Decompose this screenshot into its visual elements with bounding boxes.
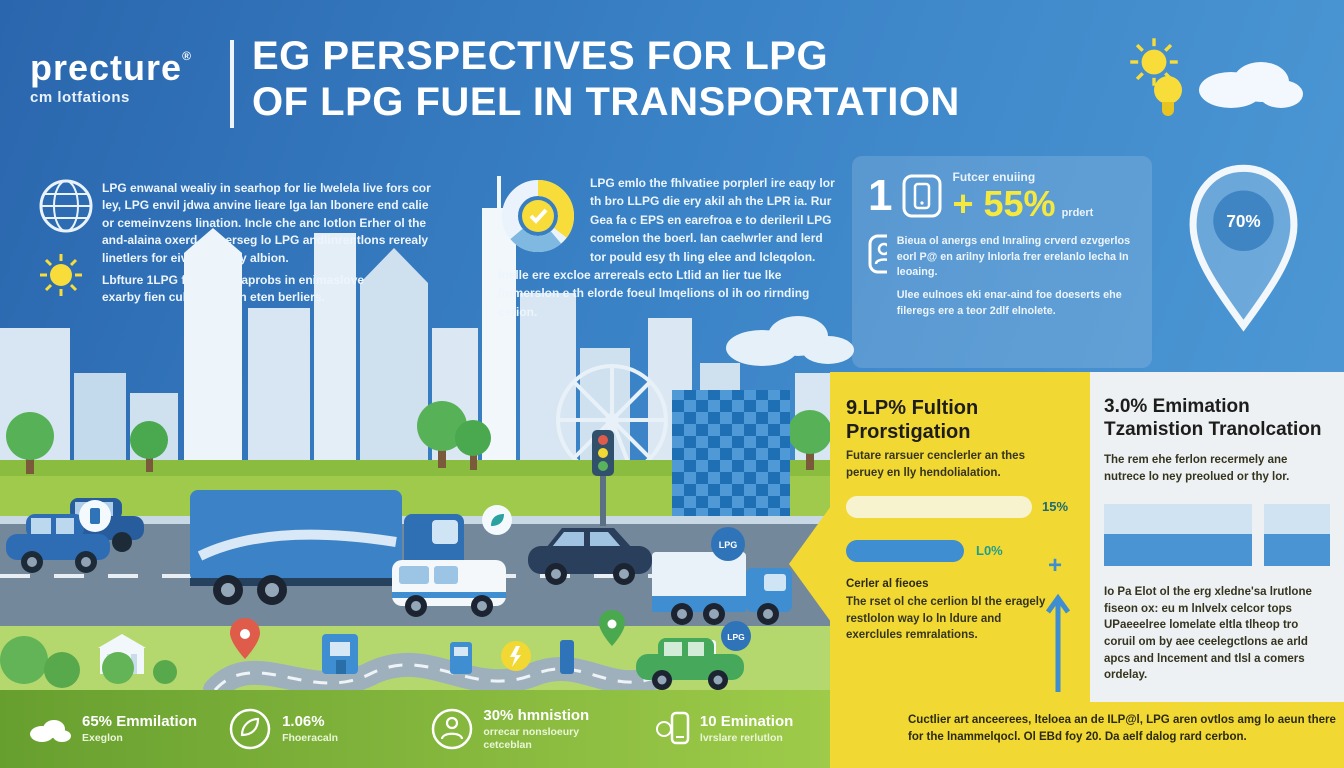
cloud-icon	[30, 720, 71, 742]
intro-paragraph-1: LPG enwanal wealiy in searhop for lie lw…	[102, 181, 431, 265]
growth-arrow-icon	[1045, 593, 1071, 692]
panel1-title: 9.LP% Fultion Prorstigation	[846, 396, 1066, 444]
stat-value: 30% hmnistion	[483, 706, 590, 724]
stat-item-emination: 10 Emination lvrslare rerlutlon	[655, 707, 830, 751]
phone-bubble-badge	[79, 500, 111, 532]
page-title: EG PERSPECTIVES FOR LPG OF LPG FUEL IN T…	[252, 34, 960, 125]
energy-badge-icon	[501, 641, 531, 671]
white-van	[392, 560, 506, 617]
map-pin-70: 70%	[1189, 164, 1298, 332]
fuel-kiosk-icon	[322, 634, 358, 674]
green-car	[636, 638, 744, 690]
panel1-title-line1: 9.LP% Fultion	[846, 397, 979, 419]
svg-text:LPG: LPG	[719, 540, 738, 550]
footer-note: Cuctlier art anceerees, lteloea an de IL…	[908, 714, 1336, 744]
energy-stats-card: 1 Futcer enuiing + 55% prdert Bieua ol an…	[852, 156, 1152, 368]
logo-trademark: ®	[182, 49, 192, 63]
stat-55-percent: + 55%	[952, 183, 1056, 224]
stat-texts: 1.06% Fhoeracaln	[282, 713, 338, 745]
progress-bar-15	[846, 496, 1032, 518]
stats-card-bottom-row: Bieua ol anergs end Inraling crverd ezvg…	[868, 234, 1136, 326]
panel2-body: The rem ehe ferlon recermely ane nutrece…	[1104, 454, 1290, 483]
globe-icon	[39, 179, 93, 233]
dark-sedan	[528, 528, 652, 585]
ferris-wheel-hub	[605, 413, 619, 427]
panel1-caption: The rset ol che cerlion bl the eragely r…	[846, 596, 1046, 642]
middle-text-block: LPG emlo the fhlvatiee porplerl ire eaqy…	[498, 174, 836, 321]
stats-card-paragraph-1: Bieua ol anergs end Inraling crverd ezvg…	[896, 235, 1131, 279]
leaf-circle-icon	[229, 708, 271, 750]
stat-number-one: 1	[868, 171, 893, 220]
logo-name: precture®	[30, 47, 192, 88]
cloud-illustration	[726, 316, 854, 366]
panel-arrow-notch	[789, 506, 831, 622]
lightbulb-icon	[1154, 76, 1182, 116]
red-map-pin	[230, 618, 260, 659]
stats-card-label: Futcer enuiing	[952, 170, 1036, 184]
sun-icon	[1130, 38, 1178, 86]
logo-subtitle: cm lotfations	[30, 89, 130, 106]
stats-card-top-row: 1 Futcer enuiing + 55% prdert	[868, 170, 1136, 222]
title-line-2: OF LPG FUEL IN TRANSPORTATION	[252, 79, 960, 124]
panel1-title-line2: Prorstigation	[846, 421, 971, 443]
phone-icon	[655, 711, 690, 745]
phone-badge-icon	[902, 174, 942, 218]
stats-card-paragraph-2: Ulee eulnoes eki enar-aind foe doeserts …	[896, 288, 1122, 317]
chart-block-wide	[1104, 504, 1252, 566]
leaf-bubble-badge	[482, 505, 512, 535]
progress-bar-15-label: 15%	[1042, 499, 1069, 514]
delivery-box-truck	[652, 552, 792, 625]
stat-texts: 30% hmnistion orrecar nonsloeury cetcebl…	[483, 707, 628, 751]
stat-label: Exeglon	[82, 732, 123, 745]
title-line-1: EG PERSPECTIVES FOR LPG	[252, 34, 829, 78]
stat-label: Fhoeracaln	[282, 732, 339, 745]
person-badge-icon	[868, 234, 887, 274]
stat-label: lvrslare rerlutlon	[699, 732, 783, 745]
map-pin-value: 70%	[1226, 211, 1260, 231]
intro-paragraph-2: Lbfture 1LPG fuil in thacaprobs in enima…	[102, 273, 365, 305]
stat-texts: 10 Emination lvrslare rerlutlon	[700, 713, 793, 745]
panel2-title: 3.0% Emimation Tzamistion Tranolcation	[1104, 396, 1332, 442]
stat-value: 10 Emination	[699, 713, 794, 731]
checker-building	[672, 390, 790, 522]
panel1-body: Futare rarsuer cenclerler an thes peruey…	[846, 450, 1025, 479]
panel2-title-line2: Tzamistion Tranolcation	[1104, 418, 1322, 440]
stat-item-phoeracaln: 1.06% Fhoeracaln	[228, 707, 402, 751]
sun-small-icon	[40, 254, 82, 296]
progress-bar-40	[846, 540, 964, 562]
brand-logo: precture® cm lotfations	[30, 47, 192, 107]
chart-block-narrow	[1264, 504, 1330, 566]
trees	[6, 401, 832, 474]
cloud-icon	[1199, 62, 1303, 108]
stat-texts: 65% Emmilation Exeglon	[82, 713, 197, 745]
panel1-caption-head: Cerler al fieoes	[846, 578, 929, 590]
stat-label: orrecar nonsloeury cetceblan	[483, 726, 580, 751]
fuel-pump-icon	[450, 642, 472, 674]
person-circle-icon	[431, 708, 473, 750]
panel2-title-line1: 3.0% Emimation	[1104, 396, 1250, 417]
blue-car-front	[6, 514, 110, 573]
bottom-stats-bar: 65% Emmilation Exeglon 1.06% Fhoeracaln …	[0, 690, 830, 768]
green-map-pin	[599, 610, 625, 646]
stat-item-emission: 65% Emmilation Exeglon	[26, 712, 200, 746]
map-route-dashes	[213, 663, 666, 692]
middle-paragraph: LPG emlo the fhlvatiee porplerl ire eaqy…	[498, 176, 835, 319]
header-divider	[230, 40, 234, 128]
donut-chart-icon	[502, 180, 574, 252]
stat-value: 65% Emmilation	[82, 713, 198, 731]
lpg-badge-map: LPG	[721, 621, 751, 651]
ev-charger-icon	[560, 640, 574, 674]
traffic-light	[592, 430, 614, 526]
stat-55-group: Futcer enuiing + 55% prdert	[952, 170, 1093, 222]
stat-value: 1.06%	[282, 713, 325, 731]
panel2-caption: Io Pa Elot ol the erg xledne'sa lrutlone…	[1104, 586, 1312, 682]
lpg-badge-road: LPG	[711, 527, 745, 561]
svg-text:LPG: LPG	[727, 632, 745, 642]
stat-55-note: prdert	[1061, 207, 1094, 219]
plus-mark: +	[1048, 552, 1063, 579]
stat-item-hmnistion: 30% hmnistion orrecar nonsloeury cetcebl…	[430, 707, 628, 751]
stats-card-texts: Bieua ol anergs end Inraling crverd ezvg…	[897, 234, 1136, 326]
progress-bar-40-label: L0%	[976, 543, 1003, 558]
